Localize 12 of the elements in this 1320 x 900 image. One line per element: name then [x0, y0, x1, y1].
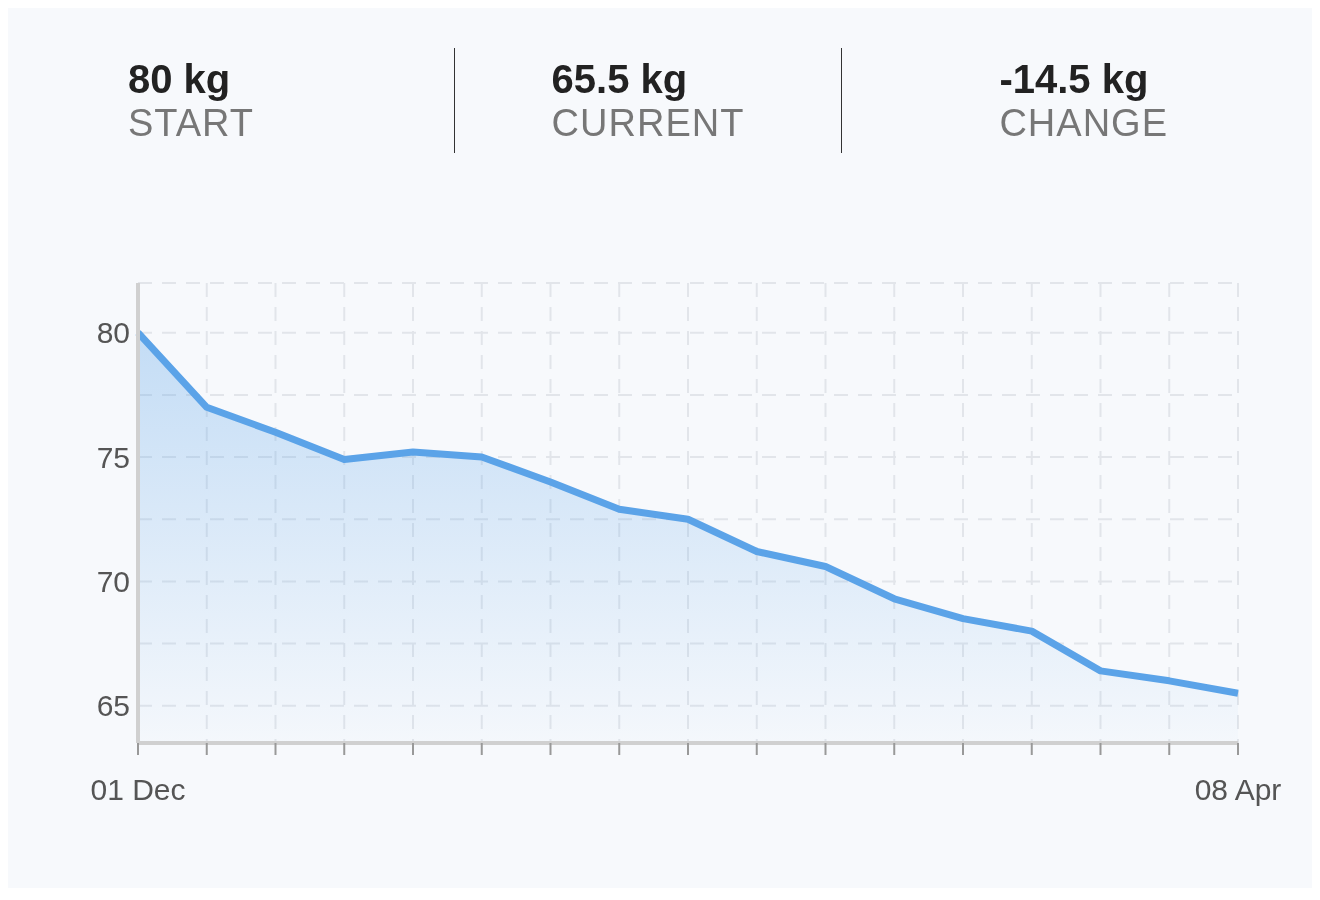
x-tick-label: 01 Dec: [90, 773, 186, 807]
y-tick-label: 65: [96, 689, 130, 723]
text: 65.5 kg: [551, 56, 689, 102]
text: CURRENT: [551, 101, 745, 145]
text: START: [128, 101, 255, 145]
x-tick-label: 08 Apr: [1194, 773, 1282, 807]
text: CHANGE: [999, 101, 1168, 145]
y-tick-label: 75: [96, 440, 130, 474]
text: 80 kg: [128, 56, 232, 102]
text: -14.5 kg: [999, 56, 1150, 102]
y-tick-label: 70: [96, 565, 130, 599]
y-tick-label: 80: [96, 316, 130, 350]
